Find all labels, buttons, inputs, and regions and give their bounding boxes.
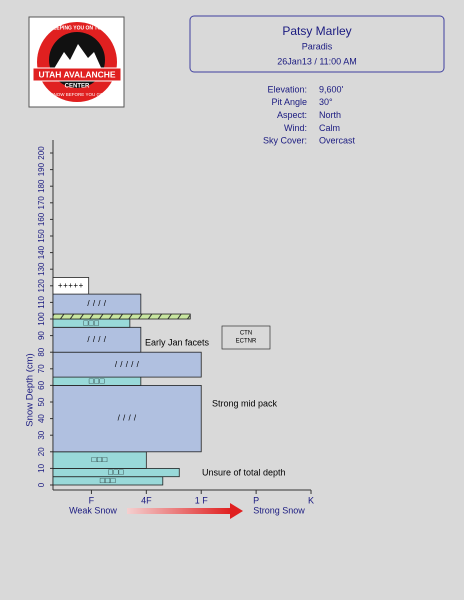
- x-tick-label: 1 F: [195, 495, 209, 505]
- site-value: 9,600': [319, 84, 344, 94]
- site-label: Wind:: [284, 123, 307, 133]
- x-tick-label: P: [253, 495, 259, 505]
- layer-symbol: / / / /: [87, 335, 106, 344]
- y-tick-label: 60: [37, 380, 46, 389]
- layer-symbol: □□□: [89, 376, 105, 385]
- y-tick-label: 80: [37, 347, 46, 356]
- logo-text: KEEPING YOU ON TOP: [49, 25, 105, 31]
- snow-layer: [52, 313, 191, 320]
- y-tick-label: 200: [37, 146, 46, 160]
- site-value: North: [319, 110, 341, 120]
- test-result: CTN: [240, 331, 252, 337]
- logo: KEEPING YOU ON TOP UTAH AVALANCHE CENTER…: [28, 16, 125, 108]
- layer-symbol: / / / /: [118, 414, 137, 423]
- layer-symbol: / / / /: [87, 299, 106, 308]
- layer-symbol: □□□: [100, 476, 116, 485]
- layer-symbol: □□□: [108, 468, 124, 477]
- layer-symbol: / / / / /: [115, 360, 140, 369]
- site-label: Elevation:: [267, 84, 307, 94]
- layer-symbol: □□□: [92, 455, 108, 464]
- annotation: Unsure of total depth: [202, 467, 286, 477]
- y-tick-label: 40: [37, 414, 46, 423]
- y-tick-label: 50: [37, 397, 46, 406]
- snow-layer: [52, 293, 142, 315]
- site-value: 30°: [319, 97, 333, 107]
- logo-mountains: [52, 44, 103, 72]
- annotation: Strong mid pack: [212, 398, 278, 408]
- snow-layer: [52, 277, 90, 295]
- y-tick-label: 100: [37, 312, 46, 326]
- y-tick-label: 140: [37, 245, 46, 259]
- y-tick-label: 150: [37, 229, 46, 243]
- y-tick-label: 10: [37, 463, 46, 472]
- snow-layer: [52, 326, 142, 353]
- logo-banner: [32, 67, 122, 82]
- snow-layer: [52, 384, 202, 453]
- site-label: Aspect:: [277, 110, 307, 120]
- y-tick-label: 190: [37, 162, 46, 176]
- test-box: [221, 325, 271, 350]
- layer-symbol: □□□: [83, 318, 99, 327]
- arrow-shaft: [127, 508, 231, 514]
- header-box: [189, 15, 445, 73]
- logo-text: KNOW BEFORE YOU GO: [51, 92, 104, 97]
- snow-layer: [52, 351, 202, 378]
- arrow-head: [230, 503, 243, 519]
- observer: Patsy Marley: [282, 24, 351, 38]
- layer-symbol: +++++: [58, 281, 84, 290]
- y-tick-label: 110: [37, 295, 46, 308]
- y-tick-label: 70: [37, 364, 46, 373]
- logo-text: CENTER: [65, 84, 90, 90]
- site-label: Sky Cover:: [263, 136, 307, 146]
- x-label-strong: Strong Snow: [253, 505, 305, 515]
- x-tick-label: 4F: [141, 495, 152, 505]
- annotation: Early Jan facets: [145, 337, 210, 347]
- y-tick-label: 160: [37, 212, 46, 226]
- datetime: 26Jan13 / 11:00 AM: [277, 56, 356, 66]
- site-label: Pit Angle: [271, 97, 307, 107]
- y-tick-label: 90: [37, 331, 46, 340]
- site-value: Overcast: [319, 136, 356, 146]
- y-tick-label: 170: [37, 196, 46, 210]
- y-axis-label: Snow Depth (cm): [25, 353, 36, 426]
- y-tick-label: 130: [37, 262, 46, 276]
- site-value: Calm: [319, 123, 340, 133]
- x-tick-label: F: [89, 495, 95, 505]
- y-tick-label: 120: [37, 279, 46, 293]
- strength-arrow: [127, 503, 243, 519]
- logo-text: UTAH AVALANCHE: [38, 69, 115, 79]
- test-result: ECTNR: [236, 339, 257, 345]
- y-tick-label: 0: [37, 482, 46, 487]
- x-label-weak: Weak Snow: [69, 505, 117, 515]
- plot: Snow Depth (cm) Weak Snow Strong Snow: [25, 325, 305, 519]
- y-tick-label: 20: [37, 447, 46, 456]
- y-tick-label: 180: [37, 179, 46, 193]
- y-tick-label: 30: [37, 430, 46, 439]
- x-tick-label: K: [308, 495, 314, 505]
- location: Paradis: [302, 41, 333, 51]
